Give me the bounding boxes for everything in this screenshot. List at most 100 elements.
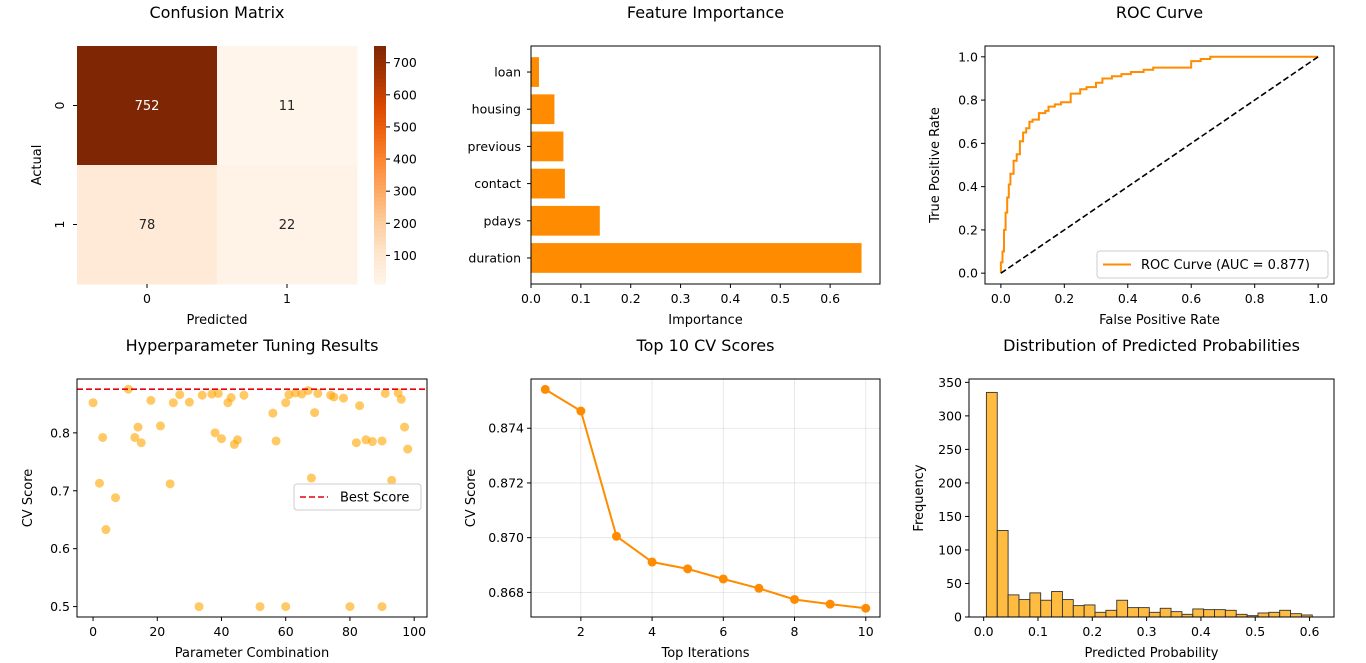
chart-title: Distribution of Predicted Probabilities: [1003, 336, 1300, 355]
colorbar-segment: [374, 196, 386, 202]
bar: [531, 57, 539, 87]
x-axis-label: False Positive Rate: [1099, 313, 1220, 328]
y-tick-label: 100: [938, 542, 962, 557]
y-tick-label: 50: [946, 576, 962, 591]
x-tick-label: 0.0: [974, 624, 994, 639]
scatter-point: [146, 395, 156, 405]
scatter-point: [123, 384, 133, 394]
scatter-point: [271, 436, 281, 446]
bar: [531, 131, 564, 162]
axes-frame: [984, 45, 1335, 285]
x-tick-label: 10: [858, 624, 874, 639]
category-label: duration: [468, 250, 521, 265]
bar: [531, 94, 555, 125]
x-tick-label: 0.1: [1028, 624, 1048, 639]
x-tick-label: 0.6: [1181, 291, 1201, 306]
line-marker: [683, 564, 693, 574]
colorbar-tick-label: 100: [393, 248, 417, 263]
y-tick-label: 0.8: [50, 425, 70, 440]
colorbar-segment: [374, 180, 386, 186]
colorbar-segment: [374, 133, 386, 138]
histogram-bar: [1007, 594, 1020, 618]
y-tick-label: 0.6: [958, 136, 978, 151]
histogram-bar: [1268, 611, 1281, 618]
colorbar-segment: [374, 125, 386, 130]
colorbar-tick-label: 500: [393, 119, 417, 134]
cell-value-label: 11: [279, 99, 296, 114]
histogram-bar: [1083, 604, 1096, 618]
predicted-probabilities-panel: 0.0 0.1 0.2 0.3 0.4 0.5 0.6 0 50 100 150 200 250 300 3…: [912, 336, 1335, 661]
scatter-point: [268, 408, 278, 418]
x-tick-label: 0: [89, 624, 97, 639]
legend-box: [1096, 250, 1329, 279]
x-tick-label: 0.2: [1054, 291, 1074, 306]
colorbar-segment: [374, 121, 386, 126]
histogram-bar: [985, 391, 998, 618]
colorbar-segment: [374, 256, 386, 261]
legend-label: ROC Curve (AUC = 0.877): [1141, 258, 1310, 273]
x-tick-label: 0.6: [1300, 624, 1320, 639]
colorbar-segment: [374, 192, 386, 198]
scatter-point: [226, 393, 236, 403]
y-tick-label: 0.6: [50, 541, 70, 556]
scatter-point: [345, 602, 355, 612]
x-tick-label: 8: [791, 624, 799, 639]
x-tick-label: 0.8: [1245, 291, 1265, 306]
histogram-bar: [1029, 592, 1042, 618]
y-axis-label: True Positive Rate: [928, 107, 943, 224]
colorbar-segment: [374, 188, 386, 194]
histogram-bar: [1061, 599, 1074, 618]
y-axis-label: Frequency: [912, 464, 927, 531]
scatter-point: [306, 473, 316, 483]
scatter-point: [403, 444, 413, 454]
colorbar-segment: [374, 224, 386, 230]
scatter-point: [94, 478, 104, 488]
line-marker: [790, 594, 800, 604]
scatter-point: [380, 388, 390, 398]
cell-value-label: 22: [279, 218, 296, 233]
scatter-point: [213, 388, 223, 398]
feature-importance-panel: duration pdays contact previous housing loan 0…: [468, 3, 881, 328]
histogram-bar: [1192, 608, 1205, 618]
y-tick-label: 300: [938, 408, 962, 423]
colorbar-segment: [374, 244, 386, 249]
cell-value-label: 78: [139, 218, 156, 233]
histogram-bar: [1127, 607, 1139, 618]
heatmap-cell: [217, 46, 358, 166]
chart-title: Top 10 CV Scores: [636, 336, 775, 355]
y-axis-label: Actual: [30, 145, 45, 186]
histogram-bar: [1257, 612, 1270, 618]
chart-title: ROC Curve: [1116, 3, 1203, 22]
heatmap-cell: [217, 165, 358, 285]
line-marker: [754, 583, 764, 593]
scatter-point: [400, 422, 410, 432]
y-tick-label: 250: [938, 442, 962, 457]
axes-frame: [530, 378, 881, 618]
y-tick-label: 0.5: [50, 599, 70, 614]
scatter-point: [339, 393, 349, 403]
y-tick-label: 1: [52, 221, 67, 229]
scatter-point: [281, 602, 291, 612]
colorbar-segment: [374, 165, 386, 170]
x-tick-label: 0.0: [521, 291, 541, 306]
axes-frame: [530, 45, 881, 285]
category-label: pdays: [484, 213, 521, 228]
colorbar-tick-label: 300: [393, 184, 417, 199]
y-tick-label: 0.870: [488, 530, 524, 545]
scatter-point: [216, 434, 226, 444]
colorbar-segment: [374, 272, 386, 277]
colorbar-segment: [374, 57, 386, 63]
colorbar-segment: [374, 161, 386, 166]
x-axis-label: Parameter Combination: [175, 646, 329, 661]
colorbar-segment: [374, 49, 386, 55]
x-tick-label: 0.4: [1118, 291, 1138, 306]
histogram-bar: [1159, 607, 1172, 618]
colorbar-segment: [374, 208, 386, 214]
colorbar-segment: [374, 240, 386, 245]
colorbar-segment: [374, 105, 386, 111]
colorbar-segment: [374, 220, 386, 226]
histogram-bar: [1170, 611, 1183, 618]
scatter-point: [136, 438, 146, 448]
scatter-point: [396, 394, 406, 404]
colorbar-segment: [374, 172, 386, 178]
